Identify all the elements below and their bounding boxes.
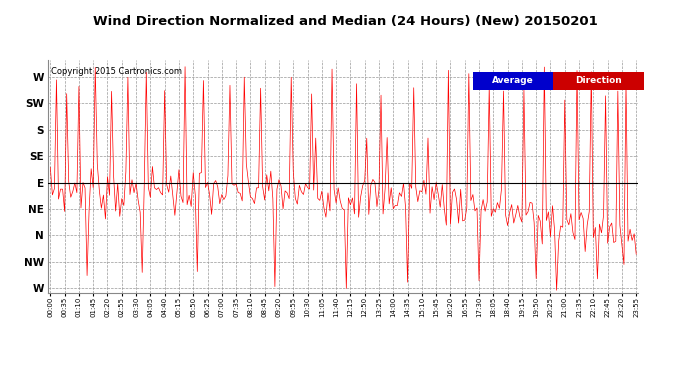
- Text: Copyright 2015 Cartronics.com: Copyright 2015 Cartronics.com: [51, 67, 182, 76]
- Bar: [473, 72, 553, 90]
- Text: Average: Average: [492, 76, 534, 86]
- Bar: [553, 72, 644, 90]
- Text: Direction: Direction: [575, 76, 622, 86]
- Text: Wind Direction Normalized and Median (24 Hours) (New) 20150201: Wind Direction Normalized and Median (24…: [92, 15, 598, 28]
